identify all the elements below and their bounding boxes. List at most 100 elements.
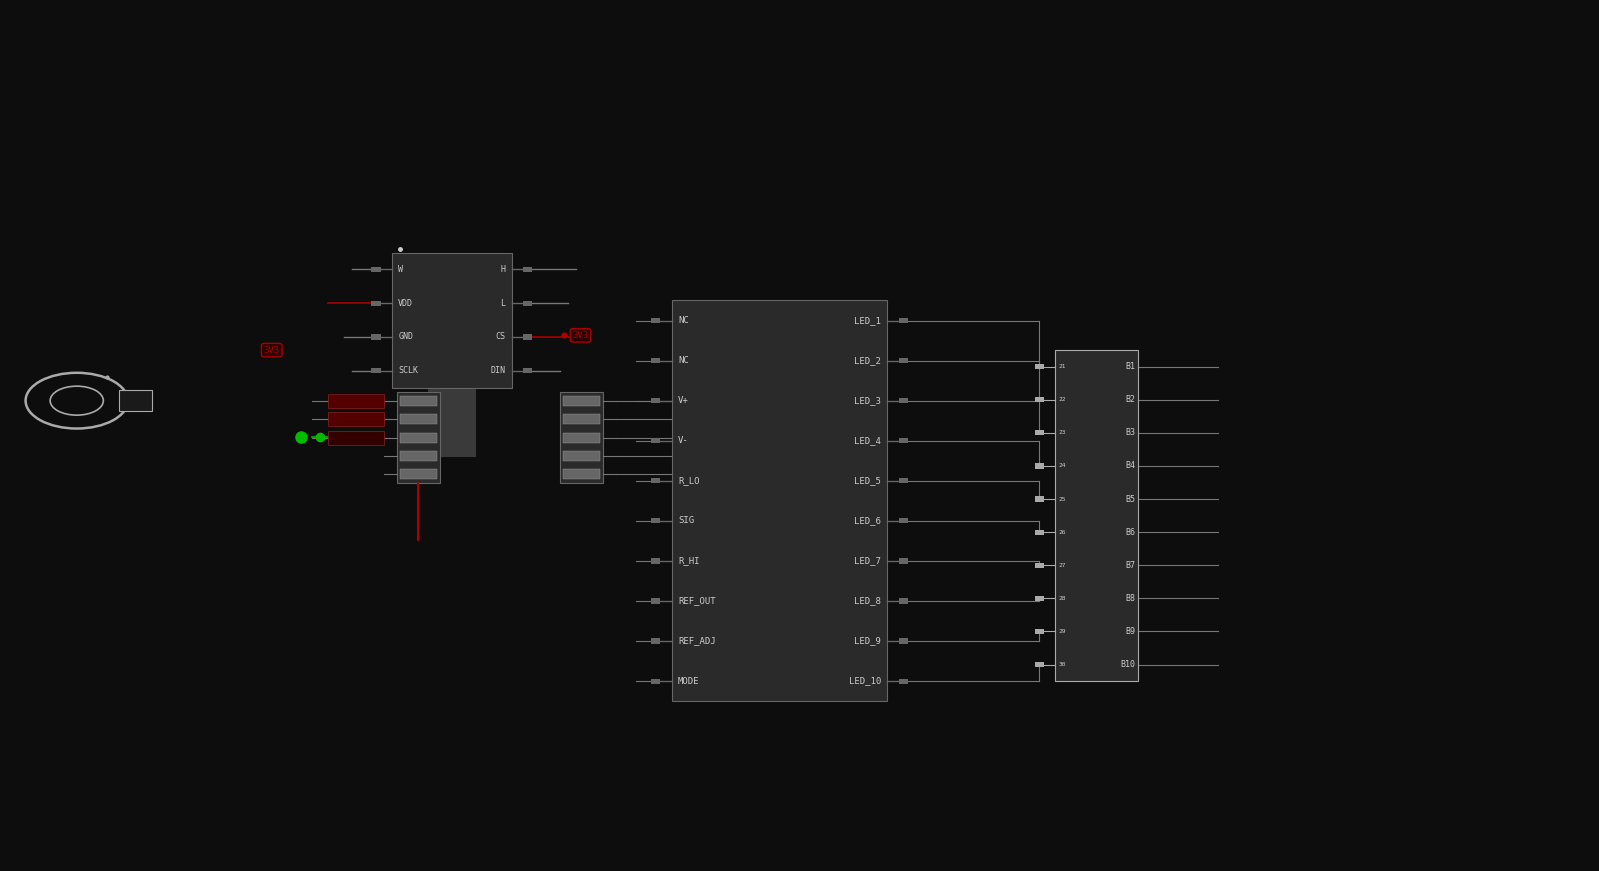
Text: R_LO: R_LO xyxy=(678,476,699,485)
Text: VDD: VDD xyxy=(398,299,413,307)
Bar xyxy=(899,358,908,363)
Text: B9: B9 xyxy=(1126,627,1135,636)
Bar xyxy=(899,558,908,564)
Bar xyxy=(392,253,512,388)
Text: LED_8: LED_8 xyxy=(854,597,881,605)
Bar xyxy=(899,398,908,403)
Bar xyxy=(1035,430,1044,436)
Text: 25: 25 xyxy=(1059,496,1067,502)
Bar xyxy=(651,598,660,604)
Bar xyxy=(563,396,600,406)
Bar xyxy=(523,300,532,306)
Text: B6: B6 xyxy=(1126,528,1135,537)
Text: GND: GND xyxy=(398,333,413,341)
Bar xyxy=(328,394,384,408)
Bar xyxy=(427,388,475,457)
Bar xyxy=(371,334,381,340)
Bar xyxy=(651,398,660,403)
Bar xyxy=(651,438,660,443)
Bar xyxy=(651,679,660,684)
Bar xyxy=(400,469,437,479)
Bar xyxy=(400,433,437,442)
Bar xyxy=(371,300,381,306)
Text: B2: B2 xyxy=(1126,395,1135,404)
Bar xyxy=(118,390,152,411)
Text: SIG: SIG xyxy=(678,517,694,525)
Text: LED_2: LED_2 xyxy=(854,356,881,365)
Text: 3V3: 3V3 xyxy=(572,331,588,340)
Bar xyxy=(651,638,660,644)
Text: CS: CS xyxy=(496,333,505,341)
Text: 28: 28 xyxy=(1059,596,1067,601)
Text: NC: NC xyxy=(678,316,689,325)
Text: B10: B10 xyxy=(1121,660,1135,669)
Text: 30: 30 xyxy=(1059,662,1067,667)
Text: LED_5: LED_5 xyxy=(854,476,881,485)
Bar xyxy=(899,478,908,483)
Text: LED_1: LED_1 xyxy=(854,316,881,325)
Text: 3V3: 3V3 xyxy=(264,346,280,354)
Text: 21: 21 xyxy=(1059,364,1067,369)
Bar xyxy=(328,413,384,427)
Text: V-: V- xyxy=(678,436,689,445)
Text: DIN: DIN xyxy=(491,366,505,375)
Text: SCLK: SCLK xyxy=(398,366,419,375)
Text: 27: 27 xyxy=(1059,563,1067,568)
Bar xyxy=(397,392,440,483)
Text: 24: 24 xyxy=(1059,463,1067,469)
Text: LED_6: LED_6 xyxy=(854,517,881,525)
Bar xyxy=(328,431,384,445)
Text: REF_OUT: REF_OUT xyxy=(678,597,716,605)
Bar xyxy=(523,267,532,272)
Text: H: H xyxy=(500,265,505,274)
Text: NC: NC xyxy=(678,356,689,365)
Text: B7: B7 xyxy=(1126,561,1135,570)
Text: 23: 23 xyxy=(1059,430,1067,436)
Bar xyxy=(563,469,600,479)
Bar xyxy=(563,415,600,424)
Text: LED_9: LED_9 xyxy=(854,637,881,645)
Text: R_HI: R_HI xyxy=(678,557,699,565)
Bar xyxy=(899,318,908,323)
Bar xyxy=(371,368,381,374)
Bar xyxy=(1035,463,1044,469)
Text: 22: 22 xyxy=(1059,397,1067,402)
Bar xyxy=(523,368,532,374)
Bar xyxy=(1035,629,1044,634)
Bar xyxy=(371,267,381,272)
Bar xyxy=(899,638,908,644)
Bar xyxy=(1035,496,1044,502)
Text: B8: B8 xyxy=(1126,594,1135,603)
Text: B5: B5 xyxy=(1126,495,1135,503)
Text: 26: 26 xyxy=(1059,530,1067,535)
Bar xyxy=(899,598,908,604)
Bar xyxy=(1035,662,1044,667)
Bar xyxy=(523,334,532,340)
Bar xyxy=(651,478,660,483)
Bar xyxy=(899,438,908,443)
Bar xyxy=(563,451,600,461)
Bar xyxy=(1055,350,1138,681)
Bar xyxy=(400,451,437,461)
Text: V+: V+ xyxy=(678,396,689,405)
Bar xyxy=(651,518,660,523)
Text: LED_7: LED_7 xyxy=(854,557,881,565)
Text: L: L xyxy=(500,299,505,307)
Bar xyxy=(1035,563,1044,568)
Bar xyxy=(400,415,437,424)
Bar xyxy=(899,518,908,523)
Text: LED_4: LED_4 xyxy=(854,436,881,445)
Bar xyxy=(899,679,908,684)
Text: B4: B4 xyxy=(1126,462,1135,470)
Text: W: W xyxy=(398,265,403,274)
Bar xyxy=(1035,364,1044,369)
Text: LED_10: LED_10 xyxy=(849,677,881,685)
Text: LED_3: LED_3 xyxy=(854,396,881,405)
Bar xyxy=(560,392,603,483)
Text: REF_ADJ: REF_ADJ xyxy=(678,637,716,645)
Bar xyxy=(1035,596,1044,601)
Text: MODE: MODE xyxy=(678,677,699,685)
Bar xyxy=(651,318,660,323)
Text: B3: B3 xyxy=(1126,429,1135,437)
Bar xyxy=(672,300,887,701)
